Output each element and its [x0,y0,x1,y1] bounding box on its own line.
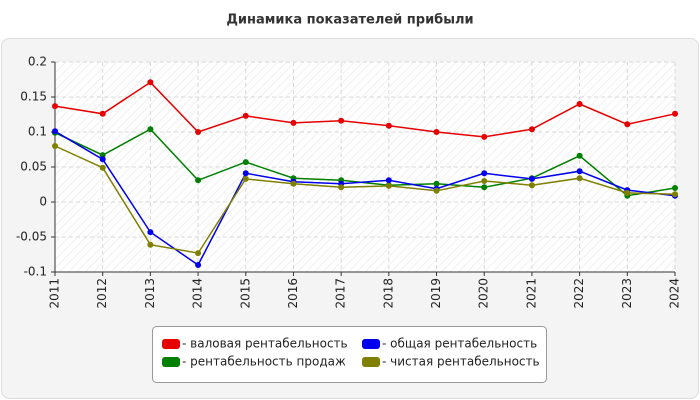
x-tick-label: 2020 [477,278,491,309]
point [481,133,488,140]
legend-swatch [162,357,180,367]
point [99,152,106,159]
point [624,121,631,128]
point [147,79,154,86]
point [528,182,535,189]
legend-label: - общая рентабельность [382,337,537,351]
point [290,180,297,187]
legend-swatch [362,357,380,367]
point [528,126,535,133]
point [481,184,488,191]
point [481,170,488,177]
point [242,159,249,166]
x-tick-label: 2013 [143,278,157,309]
x-tick-label: 2015 [238,278,252,309]
point [576,152,583,159]
legend-label: - валовая рентабельность [182,337,348,351]
point [481,178,488,184]
point [52,143,58,149]
chart-title: Динамика показателей прибыли [226,13,473,28]
point [99,164,106,171]
point [624,189,631,196]
point [433,129,440,135]
point [195,250,202,257]
point [338,184,345,191]
point [147,126,154,133]
point [385,177,392,184]
point [99,110,106,117]
point [195,262,202,268]
point [672,110,678,117]
point [242,112,249,119]
point [147,241,154,248]
legend-label: - чистая рентабельность [382,355,540,369]
point [195,129,202,135]
x-tick-label: 2012 [95,278,109,309]
y-tick-label: 0 [39,195,47,209]
point [242,170,249,177]
point [52,103,58,110]
x-tick-label: 2011 [48,278,62,309]
y-tick-label: -0.1 [24,265,47,279]
series-line [54,130,676,267]
x-tick-label: 2014 [191,278,205,309]
legend-label: - рентабельность продаж [182,355,346,369]
point [528,175,535,182]
x-tick-label: 2018 [381,278,395,309]
point [290,119,297,126]
y-tick-label: 0.1 [28,125,47,139]
legend [152,326,547,383]
legend-swatch [162,339,180,349]
point [576,168,583,175]
point [672,185,678,191]
y-tick-label: 0.05 [20,160,47,174]
x-tick-label: 2019 [429,278,443,309]
point [385,122,392,129]
point [338,117,345,124]
point [147,229,154,236]
point [99,156,106,163]
point [576,175,583,182]
x-tick-label: 2021 [524,278,538,309]
point [433,180,440,187]
point [52,128,58,135]
x-tick-label: 2023 [620,278,634,309]
legend-swatch [362,339,380,349]
point [195,177,202,184]
x-tick-label: 2024 [668,278,682,309]
point [433,187,440,194]
point [576,101,583,107]
point [672,191,678,198]
x-tick-label: 2017 [334,278,348,309]
x-tick-label: 2022 [572,278,586,309]
point [385,182,392,189]
series-line [54,145,676,254]
x-tick-label: 2016 [286,278,300,309]
point [242,175,249,182]
series-line [54,81,676,138]
y-tick-label: -0.05 [16,230,47,244]
y-tick-label: 0.2 [28,55,47,69]
y-tick-label: 0.15 [20,90,47,104]
